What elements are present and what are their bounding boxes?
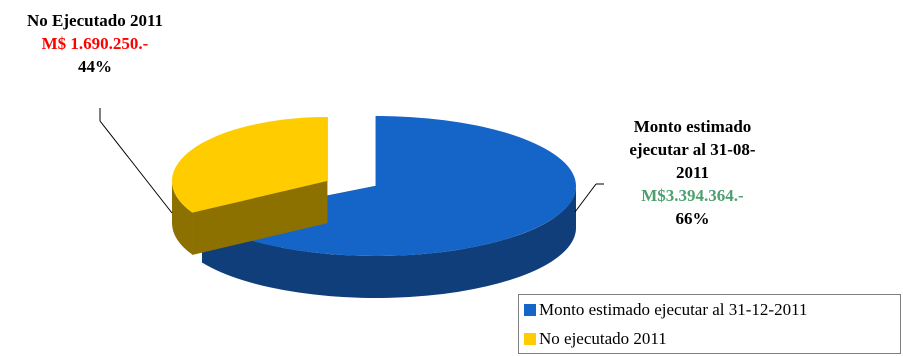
label-name-line-1: Monto estimado <box>633 117 752 136</box>
label-name: No Ejecutado 2011 <box>27 11 163 30</box>
data-label-monto-estimado: Monto estimado ejecutar al 31-08- 2011 M… <box>600 116 785 231</box>
legend-item-monto: Monto estimado ejecutar al 31-12-2011 <box>524 300 807 320</box>
label-name-line-3: 2011 <box>675 162 710 182</box>
legend-label: Monto estimado ejecutar al 31-12-2011 <box>539 300 808 319</box>
legend-swatch-yellow <box>524 333 536 345</box>
legend-label: No ejecutado 2011 <box>539 329 667 348</box>
label-amount: M$3.394.364.- <box>641 185 744 205</box>
legend-item-no-ejecutado: No ejecutado 2011 <box>524 329 667 349</box>
leader-line-left <box>99 120 173 214</box>
data-label-no-ejecutado: No Ejecutado 2011 M$ 1.690.250.- 44% <box>10 10 180 79</box>
leader-line-right <box>574 183 597 213</box>
label-name-line-2: ejecutar al 31-08- <box>629 139 756 159</box>
pie-slice-no-ejecutado-2011 <box>171 117 327 213</box>
label-percent: 44% <box>78 56 112 76</box>
label-amount: M$ 1.690.250.- <box>41 33 149 53</box>
pie-slice-side-monto-estimado-ejecutar-al-31-08-2011 <box>202 186 576 298</box>
pie-slice-side-no-ejecutado-2011 <box>172 181 193 255</box>
chart-legend: Monto estimado ejecutar al 31-12-2011 No… <box>518 294 901 354</box>
legend-swatch-blue <box>524 304 536 316</box>
label-percent: 66% <box>675 208 710 228</box>
